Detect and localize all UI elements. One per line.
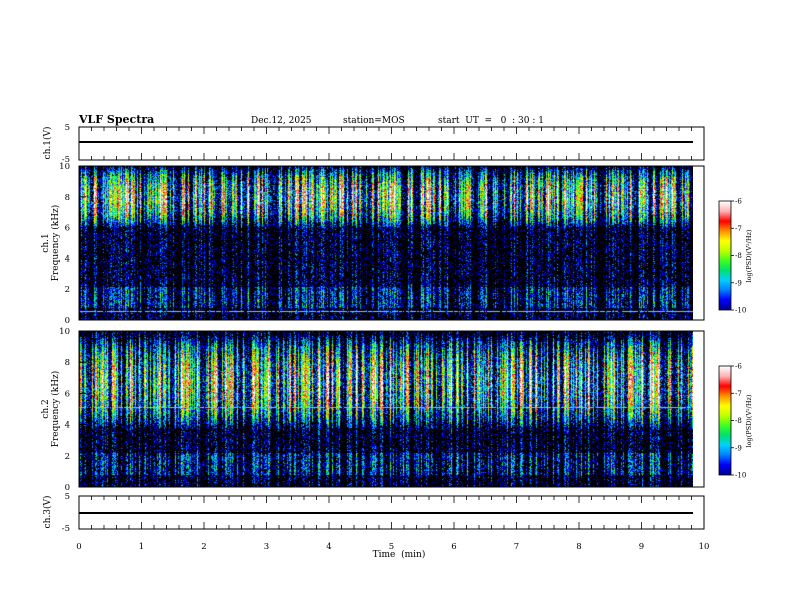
- ch2-spectrogram-ytick-label: 4: [65, 421, 70, 431]
- time-tick-label: 2: [201, 542, 206, 552]
- ch1-colorbar-label: log(PSD)(V²/Hz): [745, 229, 753, 282]
- ch3-ytick-bottom: -5: [62, 524, 70, 534]
- start-time-label: start UT = 0 : 30 : 1: [438, 116, 544, 126]
- ch1-spectrogram-ytick-label: 10: [59, 162, 70, 172]
- time-tick-label: 0: [76, 542, 81, 552]
- time-tick-label: 9: [639, 542, 644, 552]
- time-tick-label: 4: [326, 542, 331, 552]
- time-tick-label: 1: [139, 542, 144, 552]
- ch2-spectrogram-ytick-label: 10: [59, 327, 70, 337]
- ch1-colorbar-ticks: -6 -7 -8 -9 -10: [731, 198, 746, 315]
- ch2-spectrogram-panel: 0 2 4 6 8 10 ch.2 Frequency (kHz): [41, 327, 705, 493]
- ch1-colorbar: -6 -7 -8 -9 -10 log(PSD)(V²/Hz): [718, 198, 753, 315]
- ch1-spectrogram-yticks: 0 2 4 6 8 10: [59, 162, 86, 326]
- time-tick-label: 7: [514, 542, 519, 552]
- time-axis-ticks: [78, 127, 705, 529]
- time-tick-label: 6: [451, 542, 456, 552]
- ch2-colorbar-gradient: [719, 366, 731, 475]
- ch1-ytick-bottom: -5: [62, 155, 70, 165]
- ch1-colorbar-tick-label: -10: [735, 307, 746, 315]
- date-label: Dec.12, 2025: [251, 116, 312, 126]
- ch1-spectrogram-ytick-label: 2: [65, 285, 70, 295]
- ch2-colorbar-ticks: -6 -7 -8 -9 -10: [731, 363, 746, 480]
- ch1-colorbar-tick-label: -6: [735, 198, 742, 206]
- ch1-spectrogram-ytick-label: 8: [65, 193, 70, 203]
- time-tick-label: 8: [576, 542, 581, 552]
- ch1-spectrogram-ytick-label: 4: [65, 254, 70, 264]
- time-tick-label: 10: [699, 542, 710, 552]
- ch1-spectrogram-ytick-label: 0: [65, 316, 70, 326]
- ch1-colorbar-tick-label: -7: [735, 225, 742, 233]
- ch1-spectrogram-ylabel: Frequency (kHz): [50, 205, 61, 282]
- ch1-waveform-ylabel: ch.1(V): [42, 127, 53, 160]
- ch3-waveform-ylabel: ch.3(V): [42, 496, 53, 529]
- ch2-colorbar-tick-label: -8: [735, 417, 742, 425]
- ch1-spectrogram-image: [79, 166, 693, 320]
- ch2-colorbar-tick-label: -7: [735, 390, 742, 398]
- time-axis-tick-labels: 0 1 2 3 4 5 6 7 8 9 10: [76, 542, 709, 552]
- ch2-colorbar-tick-label: -9: [735, 444, 742, 452]
- ch2-colorbar-tick-label: -10: [735, 472, 746, 480]
- ch2-spectrogram-ytick-label: 2: [65, 452, 70, 462]
- ch2-colorbar: -6 -7 -8 -9 -10 log(PSD)(V²/Hz): [718, 363, 753, 480]
- ch2-spectrogram-ytick-label: 8: [65, 358, 70, 368]
- ch1-colorbar-tick-label: -9: [735, 279, 742, 287]
- ch2-spectrogram-channel-label: ch.2: [41, 399, 51, 418]
- ch1-spectrogram-channel-label: ch.1: [41, 233, 51, 252]
- time-tick-label: 5: [389, 542, 394, 552]
- ch2-colorbar-label: log(PSD)(V²/Hz): [745, 394, 753, 447]
- ch2-spectrogram-ytick-label: 0: [65, 483, 70, 493]
- ch1-colorbar-tick-label: -8: [735, 252, 742, 260]
- ch2-colorbar-tick-label: -6: [735, 363, 742, 371]
- station-label: station=MOS: [343, 116, 405, 126]
- ch2-spectrogram-ylabel: Frequency (kHz): [50, 371, 61, 448]
- ch1-ytick-top: 5: [65, 123, 70, 133]
- ch2-spectrogram-ytick-label: 6: [65, 389, 70, 399]
- ch1-spectrogram-ytick-label: 6: [65, 224, 70, 234]
- ch1-spectrogram-panel: 0 2 4 6 8 10 ch.1 Frequency (kHz): [41, 162, 705, 326]
- time-axis-label: Time (min): [373, 549, 426, 560]
- figure-title: VLF Spectra: [78, 113, 154, 126]
- ch3-ytick-top: 5: [65, 492, 70, 502]
- ch1-colorbar-gradient: [719, 201, 731, 310]
- ch2-spectrogram-image: [79, 331, 693, 487]
- time-tick-label: 3: [264, 542, 269, 552]
- ch2-spectrogram-yticks: 0 2 4 6 8 10: [59, 327, 86, 493]
